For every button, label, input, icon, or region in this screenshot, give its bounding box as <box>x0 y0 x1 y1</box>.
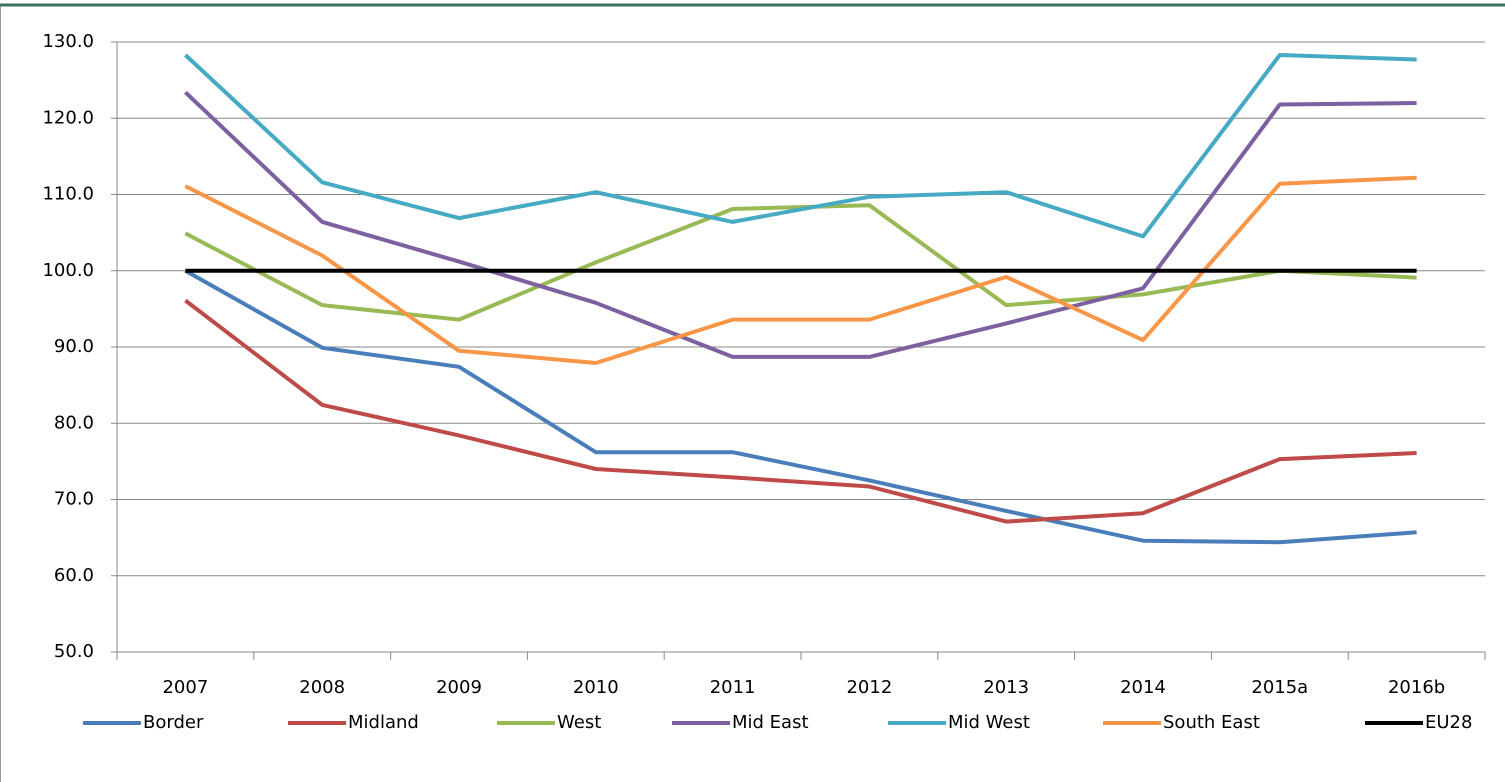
series-line <box>184 175 1417 365</box>
series-line <box>184 90 1417 359</box>
legend-label: Mid West <box>948 712 1030 733</box>
series-line <box>184 269 1417 545</box>
y-tick-label: 120.0 <box>42 107 94 128</box>
x-tick-label: 2013 <box>983 677 1029 698</box>
y-tick-label: 80.0 <box>54 412 94 433</box>
legend-label: Midland <box>348 712 419 733</box>
legend-label: Border <box>143 712 204 733</box>
legend-label: EU28 <box>1425 712 1472 733</box>
series-line <box>184 298 1417 524</box>
x-tick-label: 2008 <box>299 677 345 698</box>
y-tick-label: 90.0 <box>54 336 94 357</box>
x-tick-label: 2007 <box>162 677 208 698</box>
series-line <box>184 53 1417 239</box>
legend-label: West <box>557 712 601 733</box>
x-tick-label: 2014 <box>1120 677 1166 698</box>
x-tick-label: 2015a <box>1251 677 1308 698</box>
x-tick-label: 2010 <box>573 677 619 698</box>
x-tick-label: 2012 <box>846 677 892 698</box>
x-tick-label: 2011 <box>710 677 756 698</box>
x-tick-label: 2016b <box>1388 677 1445 698</box>
y-tick-label: 60.0 <box>54 565 94 586</box>
x-tick-label: 2009 <box>436 677 482 698</box>
y-tick-label: 70.0 <box>54 489 94 510</box>
y-tick-label: 110.0 <box>42 184 94 205</box>
y-tick-label: 130.0 <box>42 31 94 52</box>
legend-label: South East <box>1163 712 1260 733</box>
y-tick-label: 50.0 <box>54 641 94 662</box>
legend-label: Mid East <box>732 712 809 733</box>
series-line <box>184 203 1417 322</box>
y-tick-label: 100.0 <box>42 260 94 281</box>
